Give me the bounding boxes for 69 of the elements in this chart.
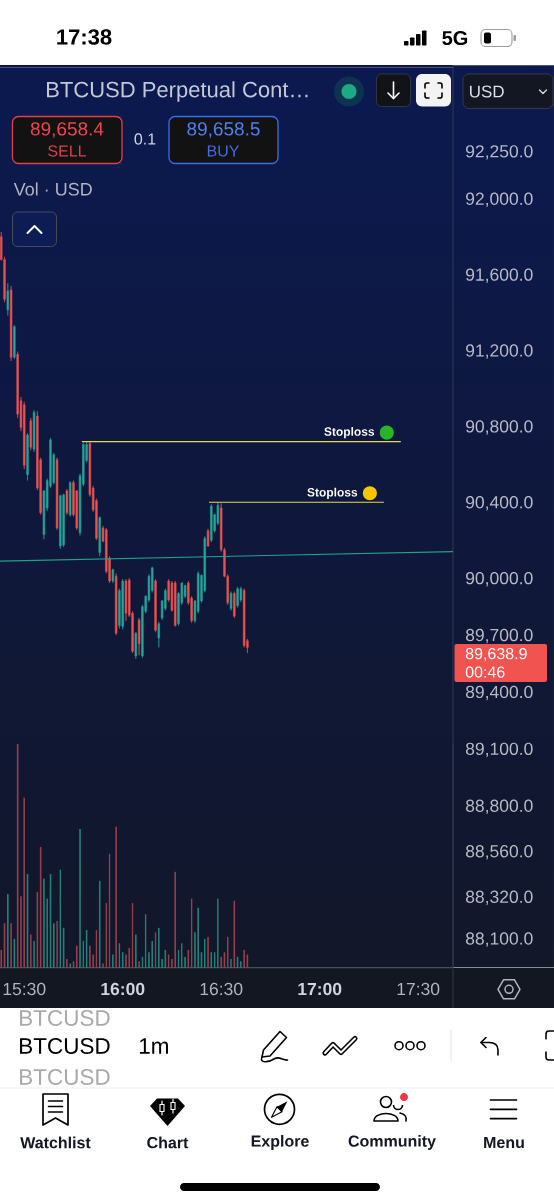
candlestick bbox=[121, 578, 124, 630]
annotation: Vol · USD bbox=[13, 182, 92, 196]
candlestick bbox=[98, 516, 101, 557]
y-tick-label: 92,250.0 bbox=[466, 145, 533, 160]
text: Community bbox=[348, 1135, 436, 1150]
candlestick bbox=[69, 481, 72, 517]
text: BTCUSD bbox=[20, 1010, 110, 1026]
candlestick bbox=[174, 580, 177, 627]
candlestick bbox=[229, 591, 233, 611]
candlestick bbox=[55, 457, 59, 531]
candlestick bbox=[29, 417, 32, 451]
candlestick bbox=[9, 285, 13, 362]
y-tick-label: 88,560.0 bbox=[465, 845, 533, 860]
candlestick bbox=[62, 493, 65, 548]
x-tick-label: 16:30 bbox=[200, 982, 243, 996]
annotation: SELL bbox=[48, 145, 87, 157]
y-tick-label: 90,800.0 bbox=[466, 420, 533, 435]
candlestick bbox=[134, 631, 137, 660]
y-tick-label: 89,700.0 bbox=[465, 628, 533, 644]
y-tick-label: 91,200.0 bbox=[466, 344, 533, 359]
text: 89,638.9 bbox=[465, 647, 527, 662]
annotation: 89,658.4 bbox=[30, 122, 104, 138]
x-tick-label: 17:30 bbox=[397, 982, 440, 996]
x-tick-label: 16:00 bbox=[101, 982, 145, 996]
candlestick bbox=[157, 621, 160, 648]
annotation: 89,658.5 bbox=[187, 122, 260, 138]
text: Chart bbox=[147, 1136, 189, 1149]
annotation: 0.1 bbox=[134, 133, 156, 145]
candlestick bbox=[23, 401, 26, 470]
y-tick-label: 88,320.0 bbox=[465, 890, 533, 906]
text: 5G bbox=[442, 30, 468, 46]
y-tick-label: 89,100.0 bbox=[465, 742, 533, 758]
candlestick bbox=[236, 586, 239, 608]
candlestick bbox=[32, 410, 36, 453]
x-tick-label: 15:30 bbox=[3, 982, 46, 996]
candlestick bbox=[111, 568, 115, 584]
candlestick bbox=[137, 617, 141, 656]
text: BTCUSD bbox=[20, 1038, 110, 1054]
annotation: BUY bbox=[207, 145, 240, 157]
y-tick-label: 92,000.0 bbox=[466, 192, 533, 208]
y-tick-label: 90,000.0 bbox=[466, 571, 533, 587]
text: USD bbox=[470, 85, 504, 98]
candlestick bbox=[59, 494, 62, 550]
y-tick-label: 88,800.0 bbox=[465, 799, 533, 814]
candlestick bbox=[26, 432, 29, 481]
candlestick bbox=[210, 503, 213, 543]
text: 1m bbox=[139, 1038, 168, 1054]
candlestick bbox=[6, 282, 9, 316]
y-tick-label: 90,400.0 bbox=[466, 496, 533, 511]
x-tick-label: 17:00 bbox=[298, 982, 342, 996]
candlestick bbox=[13, 324, 16, 360]
text: BTCUSD bbox=[20, 1069, 110, 1085]
y-tick-label: 88,100.0 bbox=[465, 932, 533, 947]
candlestick bbox=[65, 488, 69, 515]
text: 17:38 bbox=[57, 29, 112, 45]
text: Watchlist bbox=[20, 1136, 91, 1149]
candlestick bbox=[154, 578, 157, 633]
text: Menu bbox=[484, 1136, 524, 1149]
series-label: Stoploss bbox=[307, 487, 358, 499]
candlestick bbox=[206, 528, 210, 548]
candlestick bbox=[233, 591, 236, 619]
text: Explore bbox=[251, 1135, 309, 1150]
text: BTCUSD Perpetual Cont… bbox=[47, 81, 308, 102]
series-label: Stoploss bbox=[324, 427, 375, 439]
candlestick bbox=[114, 573, 118, 636]
y-tick-label: 91,600.0 bbox=[466, 268, 533, 283]
text: 00:46 bbox=[465, 666, 505, 678]
candlestick bbox=[124, 578, 128, 622]
y-tick-label: 89,400.0 bbox=[465, 685, 533, 701]
